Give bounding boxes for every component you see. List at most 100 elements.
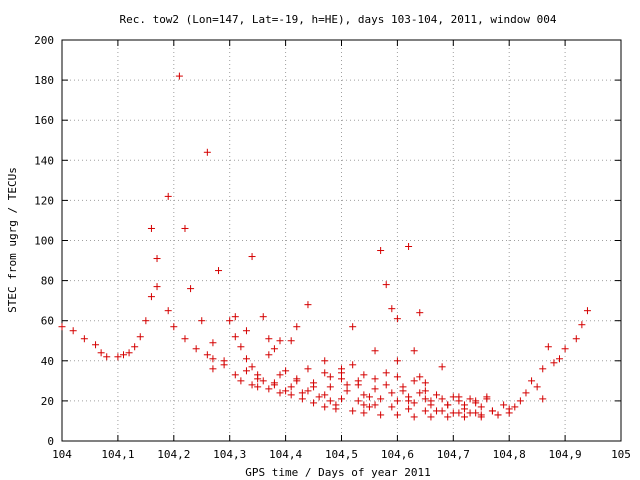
x-tick-label: 104	[52, 448, 72, 461]
y-tick-label: 160	[34, 114, 54, 127]
data-point	[444, 413, 452, 421]
data-point	[237, 343, 245, 351]
data-point	[460, 401, 468, 409]
data-point	[427, 401, 435, 409]
data-point	[488, 407, 496, 415]
data-point	[209, 355, 217, 363]
data-point	[58, 323, 66, 331]
data-point	[561, 345, 569, 353]
data-point	[248, 363, 256, 371]
data-point	[187, 285, 195, 293]
data-point	[114, 353, 122, 361]
data-point	[416, 373, 424, 381]
data-point	[321, 391, 329, 399]
data-point	[287, 383, 295, 391]
data-point	[276, 371, 284, 379]
data-point	[455, 397, 463, 405]
data-point	[371, 401, 379, 409]
data-point	[343, 381, 351, 389]
data-point	[393, 315, 401, 323]
data-point	[304, 301, 312, 309]
data-point	[410, 377, 418, 385]
data-point	[276, 389, 284, 397]
data-point	[472, 397, 480, 405]
data-point	[438, 363, 446, 371]
data-point	[533, 383, 541, 391]
data-point	[231, 333, 239, 341]
data-point	[181, 335, 189, 343]
data-point	[259, 313, 267, 321]
data-point	[326, 383, 334, 391]
data-point	[92, 341, 100, 349]
data-point	[242, 327, 250, 335]
data-point	[97, 349, 105, 357]
axis-ticks	[61, 39, 622, 442]
data-point	[181, 224, 189, 232]
data-point	[572, 335, 580, 343]
data-point	[270, 379, 278, 387]
data-point	[293, 375, 301, 383]
data-point	[349, 407, 357, 415]
data-point	[354, 381, 362, 389]
data-point	[326, 397, 334, 405]
data-point	[388, 305, 396, 313]
data-point	[119, 351, 127, 359]
data-point	[338, 395, 345, 403]
data-point	[170, 323, 178, 331]
data-point	[343, 387, 351, 395]
data-point	[393, 411, 401, 419]
data-point	[382, 281, 390, 289]
data-point	[293, 323, 301, 331]
data-point	[354, 397, 362, 405]
x-tick-label: 104,2	[157, 448, 190, 461]
data-point	[360, 391, 368, 399]
data-point	[472, 409, 480, 417]
data-point	[80, 335, 88, 343]
data-point	[371, 375, 379, 383]
data-point	[556, 355, 564, 363]
data-point	[416, 389, 424, 397]
y-tick-label: 100	[34, 235, 54, 248]
data-point	[231, 371, 239, 379]
data-point	[237, 377, 245, 385]
data-point	[215, 267, 223, 275]
data-point	[416, 309, 424, 317]
y-tick-label: 180	[34, 74, 54, 87]
data-point	[539, 365, 547, 373]
data-point	[494, 411, 502, 419]
data-point	[544, 343, 552, 351]
data-point	[321, 357, 329, 365]
data-point	[477, 413, 485, 421]
y-tick-labels: 0 20 40 60 80 100 120 140 160 180 200	[34, 34, 54, 448]
data-point	[382, 369, 390, 377]
data-point	[500, 401, 508, 409]
chart-title: Rec. tow2 (Lon=147, Lat=-19, h=HE), days…	[119, 13, 556, 26]
data-point	[421, 379, 429, 387]
data-point	[360, 401, 368, 409]
data-point	[321, 403, 329, 411]
data-point	[371, 385, 379, 393]
data-point	[466, 395, 474, 403]
data-point	[254, 383, 262, 391]
data-point	[393, 373, 401, 381]
data-point	[69, 327, 77, 335]
data-point	[298, 389, 306, 397]
data-point	[421, 395, 429, 403]
y-axis-label: STEC from ugrg / TECUs	[6, 167, 19, 313]
grid-lines	[62, 40, 621, 441]
x-tick-label: 104,5	[325, 448, 358, 461]
y-tick-label: 200	[34, 34, 54, 47]
data-point	[338, 369, 345, 377]
data-point	[226, 317, 234, 325]
data-point	[550, 359, 558, 367]
x-tick-labels: 104 104,1 104,2 104,3 104,4 104,5 104,6 104,7 10…	[52, 448, 631, 461]
x-tick-label: 104,8	[493, 448, 526, 461]
data-point	[298, 395, 306, 403]
data-point	[203, 351, 211, 359]
data-point	[259, 377, 267, 385]
data-point	[287, 391, 295, 399]
data-point	[220, 361, 228, 369]
data-point	[198, 317, 206, 325]
data-point	[388, 389, 396, 397]
data-point	[583, 307, 591, 315]
